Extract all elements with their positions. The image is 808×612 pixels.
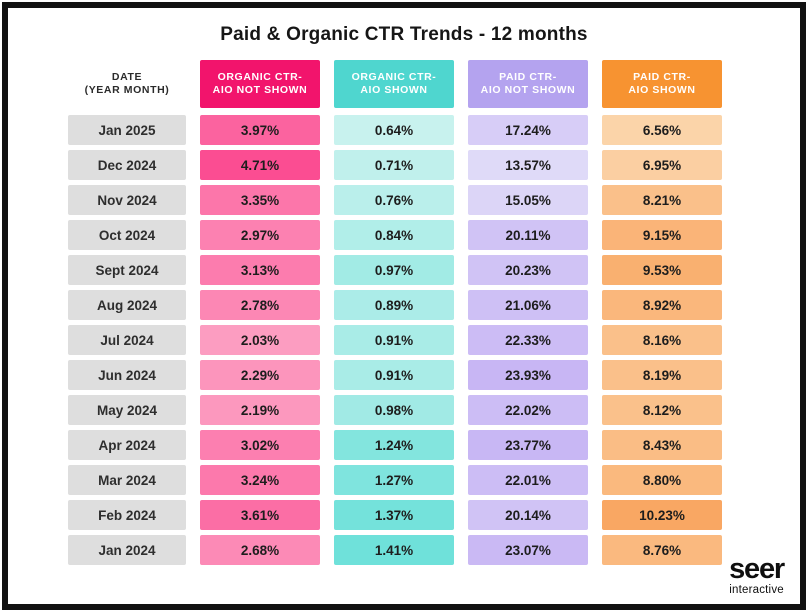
value-cell-organic-ctr-aio-shown: 0.98% [334,395,454,425]
value-cell-organic-ctr-aio-not-shown: 3.24% [200,465,320,495]
value-cell-paid-ctr-aio-shown: 8.16% [602,325,722,355]
logo-secondary-text: interactive [729,583,784,596]
value-cell-paid-ctr-aio-not-shown: 23.07% [468,535,588,565]
date-cell: Nov 2024 [68,185,186,215]
column-header-line2: AIO NOT SHOWN [480,84,576,96]
ctr-table: DATE (YEAR MONTH) ORGANIC CTR- AIO NOT SH… [68,60,722,565]
value-cell-paid-ctr-aio-shown: 8.12% [602,395,722,425]
column-header-line1: PAID CTR- [499,70,557,83]
value-cell-organic-ctr-aio-not-shown: 4.71% [200,150,320,180]
date-header-line1: DATE [111,70,143,83]
value-cell-organic-ctr-aio-not-shown: 2.19% [200,395,320,425]
value-cell-paid-ctr-aio-shown: 8.92% [602,290,722,320]
value-cell-paid-ctr-aio-shown: 6.56% [602,115,722,145]
value-cell-organic-ctr-aio-not-shown: 2.78% [200,290,320,320]
column-header-line1: ORGANIC CTR- [351,70,437,83]
value-cell-organic-ctr-aio-shown: 1.41% [334,535,454,565]
value-cell-paid-ctr-aio-not-shown: 22.33% [468,325,588,355]
column-header-line2: AIO SHOWN [360,84,428,96]
value-cell-paid-ctr-aio-shown: 8.21% [602,185,722,215]
value-cell-organic-ctr-aio-not-shown: 3.13% [200,255,320,285]
value-cell-paid-ctr-aio-not-shown: 17.24% [468,115,588,145]
table-header-row: DATE (YEAR MONTH) ORGANIC CTR- AIO NOT SH… [68,60,722,108]
value-cell-paid-ctr-aio-shown: 9.53% [602,255,722,285]
value-cell-paid-ctr-aio-not-shown: 15.05% [468,185,588,215]
column-header-line2: AIO NOT SHOWN [212,84,308,96]
value-cell-organic-ctr-aio-not-shown: 2.03% [200,325,320,355]
date-cell: Jan 2025 [68,115,186,145]
value-cell-organic-ctr-aio-not-shown: 2.97% [200,220,320,250]
value-cell-paid-ctr-aio-not-shown: 20.14% [468,500,588,530]
date-cell: Jun 2024 [68,360,186,390]
date-header-line2: (YEAR MONTH) [84,84,170,96]
seer-interactive-logo: seer interactive [729,552,785,597]
table-body: Jan 2025 3.97% 0.64% 17.24% 6.56% Dec 2024 4.7… [68,115,722,565]
value-cell-organic-ctr-aio-shown: 0.76% [334,185,454,215]
value-cell-organic-ctr-aio-not-shown: 3.97% [200,115,320,145]
chart-title: Paid & Organic CTR Trends - 12 months [220,24,588,45]
value-cell-paid-ctr-aio-not-shown: 20.23% [468,255,588,285]
date-cell: Jul 2024 [68,325,186,355]
date-cell: May 2024 [68,395,186,425]
value-cell-paid-ctr-aio-not-shown: 13.57% [468,150,588,180]
date-column-header: DATE (YEAR MONTH) [68,60,186,108]
value-cell-organic-ctr-aio-not-shown: 3.61% [200,500,320,530]
logo-primary-text: seer [729,552,785,585]
date-cell: Dec 2024 [68,150,186,180]
column-header-organic-ctr-aio-not-shown: ORGANIC CTR- AIO NOT SHOWN [200,60,320,108]
value-cell-organic-ctr-aio-not-shown: 3.02% [200,430,320,460]
value-cell-paid-ctr-aio-not-shown: 23.93% [468,360,588,390]
value-cell-organic-ctr-aio-shown: 0.91% [334,325,454,355]
value-cell-paid-ctr-aio-shown: 8.19% [602,360,722,390]
value-cell-organic-ctr-aio-shown: 1.27% [334,465,454,495]
value-cell-organic-ctr-aio-not-shown: 3.35% [200,185,320,215]
date-cell: Mar 2024 [68,465,186,495]
value-cell-organic-ctr-aio-shown: 1.24% [334,430,454,460]
column-header-line1: ORGANIC CTR- [217,70,303,83]
date-cell: Apr 2024 [68,430,186,460]
value-cell-paid-ctr-aio-shown: 10.23% [602,500,722,530]
value-cell-paid-ctr-aio-not-shown: 22.01% [468,465,588,495]
column-header-organic-ctr-aio-shown: ORGANIC CTR- AIO SHOWN [334,60,454,108]
date-cell: Sept 2024 [68,255,186,285]
value-cell-organic-ctr-aio-not-shown: 2.29% [200,360,320,390]
value-cell-paid-ctr-aio-not-shown: 20.11% [468,220,588,250]
value-cell-organic-ctr-aio-shown: 0.97% [334,255,454,285]
value-cell-paid-ctr-aio-shown: 9.15% [602,220,722,250]
column-header-paid-ctr-aio-shown: PAID CTR- AIO SHOWN [602,60,722,108]
column-header-paid-ctr-aio-not-shown: PAID CTR- AIO NOT SHOWN [468,60,588,108]
value-cell-paid-ctr-aio-not-shown: 22.02% [468,395,588,425]
value-cell-organic-ctr-aio-shown: 0.71% [334,150,454,180]
date-cell: Feb 2024 [68,500,186,530]
value-cell-paid-ctr-aio-not-shown: 21.06% [468,290,588,320]
value-cell-organic-ctr-aio-shown: 0.64% [334,115,454,145]
value-cell-organic-ctr-aio-shown: 0.84% [334,220,454,250]
value-cell-organic-ctr-aio-shown: 0.91% [334,360,454,390]
column-header-line2: AIO SHOWN [628,84,696,96]
value-cell-paid-ctr-aio-not-shown: 23.77% [468,430,588,460]
value-cell-organic-ctr-aio-not-shown: 2.68% [200,535,320,565]
date-cell: Jan 2024 [68,535,186,565]
date-cell: Oct 2024 [68,220,186,250]
value-cell-organic-ctr-aio-shown: 0.89% [334,290,454,320]
value-cell-paid-ctr-aio-shown: 6.95% [602,150,722,180]
date-cell: Aug 2024 [68,290,186,320]
value-cell-paid-ctr-aio-shown: 8.76% [602,535,722,565]
column-header-line1: PAID CTR- [633,70,691,83]
value-cell-paid-ctr-aio-shown: 8.43% [602,430,722,460]
value-cell-organic-ctr-aio-shown: 1.37% [334,500,454,530]
value-cell-paid-ctr-aio-shown: 8.80% [602,465,722,495]
